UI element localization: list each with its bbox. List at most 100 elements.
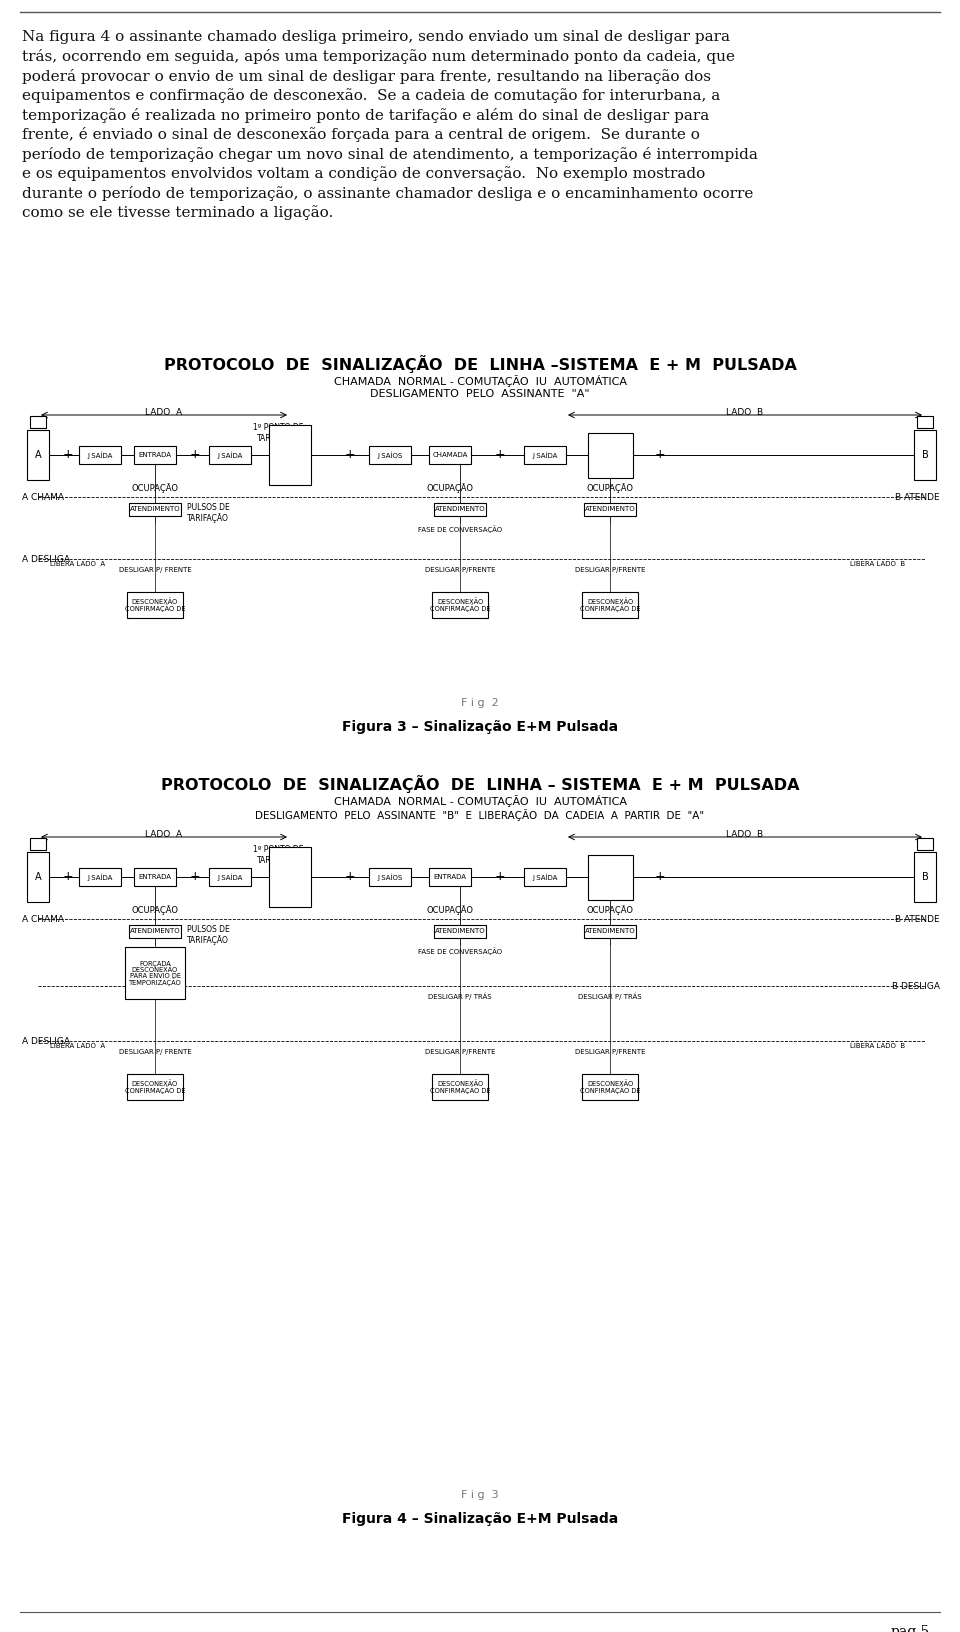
Text: A CHAMA: A CHAMA bbox=[22, 916, 64, 924]
Text: ENTRADA: ENTRADA bbox=[138, 452, 172, 459]
Text: CONFIRMAÇÃO DE: CONFIRMAÇÃO DE bbox=[430, 604, 491, 612]
Text: ATENDIMENTO: ATENDIMENTO bbox=[435, 929, 486, 934]
Text: DESLIGAR P/ FRENTE: DESLIGAR P/ FRENTE bbox=[119, 566, 191, 573]
Text: CONFIRMAÇÃO DE: CONFIRMAÇÃO DE bbox=[580, 1087, 640, 1093]
Text: FASE DE CONVERSAÇÃO: FASE DE CONVERSAÇÃO bbox=[418, 947, 502, 955]
Text: PULSOS DE
TARIFAÇÃO: PULSOS DE TARIFAÇÃO bbox=[187, 925, 229, 945]
Text: J SAÍOS: J SAÍOS bbox=[377, 873, 402, 881]
Bar bbox=[134, 868, 176, 886]
Text: 1º PONTO DE
TARIFAÇÃO: 1º PONTO DE TARIFAÇÃO bbox=[252, 423, 303, 444]
Text: A DESLIGA: A DESLIGA bbox=[22, 1036, 70, 1046]
Text: B: B bbox=[922, 450, 928, 460]
Text: trás, ocorrendo em seguida, após uma temporização num determinado ponto da cadei: trás, ocorrendo em seguida, após uma tem… bbox=[22, 49, 735, 65]
Text: B ATENDE: B ATENDE bbox=[896, 493, 940, 503]
Text: DESLIGAR P/FRENTE: DESLIGAR P/FRENTE bbox=[575, 566, 645, 573]
Text: pag.5: pag.5 bbox=[891, 1625, 930, 1632]
Text: DESCONEXÃO: DESCONEXÃO bbox=[587, 599, 634, 605]
Text: +: + bbox=[62, 449, 73, 460]
Text: DESCONEXÃO: DESCONEXÃO bbox=[437, 1080, 483, 1087]
Text: LADO  B: LADO B bbox=[727, 831, 763, 839]
Text: DESLIGAR P/FRENTE: DESLIGAR P/FRENTE bbox=[424, 566, 495, 573]
Bar bbox=[209, 868, 251, 886]
Text: LIBERA LADO  A: LIBERA LADO A bbox=[50, 1043, 106, 1049]
Bar bbox=[582, 592, 638, 619]
Text: +: + bbox=[655, 449, 665, 460]
Text: +: + bbox=[190, 449, 201, 460]
Bar bbox=[582, 1074, 638, 1100]
Bar bbox=[127, 1074, 183, 1100]
Text: ENTRADA: ENTRADA bbox=[138, 875, 172, 880]
Text: ATENDIMENTO: ATENDIMENTO bbox=[130, 506, 180, 512]
Text: LIBERA LADO  B: LIBERA LADO B bbox=[850, 561, 905, 566]
Bar bbox=[129, 503, 181, 516]
Bar bbox=[79, 868, 121, 886]
Text: CHAMADA  NORMAL - COMUTAÇÃO  IU  AUTOMÁTICA: CHAMADA NORMAL - COMUTAÇÃO IU AUTOMÁTICA bbox=[333, 795, 627, 806]
Text: CONFIRMAÇÃO DE: CONFIRMAÇÃO DE bbox=[125, 1087, 185, 1093]
Text: Figura 3 – Sinalização E+M Pulsada: Figura 3 – Sinalização E+M Pulsada bbox=[342, 720, 618, 734]
Text: ATENDIMENTO: ATENDIMENTO bbox=[435, 506, 486, 512]
Text: temporização é realizada no primeiro ponto de tarifação e além do sinal de desli: temporização é realizada no primeiro pon… bbox=[22, 108, 709, 122]
Text: durante o período de temporização, o assinante chamador desliga e o encaminhamen: durante o período de temporização, o ass… bbox=[22, 186, 754, 201]
Text: +: + bbox=[62, 870, 73, 883]
Text: J SAÍDA: J SAÍDA bbox=[87, 452, 112, 459]
Text: CONFIRMAÇÃO DE: CONFIRMAÇÃO DE bbox=[430, 1087, 491, 1093]
Bar bbox=[914, 852, 936, 902]
Text: ATENDIMENTO: ATENDIMENTO bbox=[585, 929, 636, 934]
Bar bbox=[129, 924, 181, 937]
Text: DESLIGAR P/FRENTE: DESLIGAR P/FRENTE bbox=[424, 1049, 495, 1054]
Text: PROTOCOLO  DE  SINALIZAÇÃO  DE  LINHA –SISTEMA  E + M  PULSADA: PROTOCOLO DE SINALIZAÇÃO DE LINHA –SISTE… bbox=[163, 356, 797, 374]
Bar bbox=[432, 1074, 488, 1100]
Text: +: + bbox=[494, 870, 505, 883]
Bar bbox=[434, 503, 486, 516]
Text: B: B bbox=[922, 871, 928, 881]
Text: J SAÍDA: J SAÍDA bbox=[87, 873, 112, 881]
Text: FASE DE CONVERSAÇÃO: FASE DE CONVERSAÇÃO bbox=[418, 526, 502, 532]
Text: LADO  B: LADO B bbox=[727, 408, 763, 418]
Bar bbox=[914, 429, 936, 480]
Bar bbox=[27, 429, 49, 480]
Text: A: A bbox=[35, 871, 41, 881]
Text: A DESLIGA: A DESLIGA bbox=[22, 555, 70, 565]
Text: F i g  3: F i g 3 bbox=[461, 1490, 499, 1500]
Text: DESCONEXÃO: DESCONEXÃO bbox=[132, 966, 179, 973]
Text: DESLIGAR P/ TRÁS: DESLIGAR P/ TRÁS bbox=[578, 992, 642, 999]
Text: poderá provocar o envio de um sinal de desligar para frente, resultando na liber: poderá provocar o envio de um sinal de d… bbox=[22, 69, 711, 83]
Text: PROTOCOLO  DE  SINALIZAÇÃO  DE  LINHA – SISTEMA  E + M  PULSADA: PROTOCOLO DE SINALIZAÇÃO DE LINHA – SIST… bbox=[160, 775, 800, 793]
Text: período de temporização chegar um novo sinal de atendimento, a temporização é in: período de temporização chegar um novo s… bbox=[22, 147, 757, 162]
Bar bbox=[432, 592, 488, 619]
Bar bbox=[434, 924, 486, 937]
Text: DESLIGAMENTO  PELO  ASSINANTE  "B"  E  LIBERAÇÃO  DA  CADEIA  A  PARTIR  DE  "A": DESLIGAMENTO PELO ASSINANTE "B" E LIBERA… bbox=[255, 809, 705, 821]
Text: Na figura 4 o assinante chamado desliga primeiro, sendo enviado um sinal de desl: Na figura 4 o assinante chamado desliga … bbox=[22, 29, 730, 44]
Text: CONFIRMAÇÃO DE: CONFIRMAÇÃO DE bbox=[580, 604, 640, 612]
Text: A CHAMA: A CHAMA bbox=[22, 493, 64, 503]
Text: J SAÍDA: J SAÍDA bbox=[532, 452, 558, 459]
Text: J SAÍOS: J SAÍOS bbox=[377, 452, 402, 459]
Text: +: + bbox=[190, 870, 201, 883]
Bar bbox=[30, 837, 46, 850]
Bar bbox=[524, 446, 566, 463]
Text: OCUPAÇÃO: OCUPAÇÃO bbox=[132, 906, 179, 916]
Text: F i g  2: F i g 2 bbox=[461, 698, 499, 708]
Text: CHAMADA: CHAMADA bbox=[432, 452, 468, 459]
Text: OCUPAÇÃO: OCUPAÇÃO bbox=[587, 483, 634, 493]
Text: +: + bbox=[345, 449, 355, 460]
Bar bbox=[30, 416, 46, 428]
Text: DESLIGAR P/ FRENTE: DESLIGAR P/ FRENTE bbox=[119, 1049, 191, 1054]
Bar bbox=[369, 446, 411, 463]
Text: DESLIGAR P/ TRÁS: DESLIGAR P/ TRÁS bbox=[428, 992, 492, 999]
Bar bbox=[269, 424, 311, 485]
Text: ENTRADA: ENTRADA bbox=[434, 875, 467, 880]
Text: PARA ENVIO DE: PARA ENVIO DE bbox=[130, 973, 180, 979]
Text: +: + bbox=[494, 449, 505, 460]
Bar bbox=[917, 416, 933, 428]
Bar bbox=[125, 947, 185, 999]
Bar bbox=[588, 855, 633, 899]
Text: OCUPAÇÃO: OCUPAÇÃO bbox=[132, 483, 179, 493]
Bar bbox=[588, 432, 633, 478]
Bar bbox=[584, 503, 636, 516]
Text: OCUPAÇÃO: OCUPAÇÃO bbox=[587, 906, 634, 916]
Text: DESCONEXÃO: DESCONEXÃO bbox=[132, 599, 179, 605]
Bar bbox=[429, 868, 471, 886]
Text: A: A bbox=[35, 450, 41, 460]
Text: CHAMADA  NORMAL - COMUTAÇÃO  IU  AUTOMÁTICA: CHAMADA NORMAL - COMUTAÇÃO IU AUTOMÁTICA bbox=[333, 375, 627, 387]
